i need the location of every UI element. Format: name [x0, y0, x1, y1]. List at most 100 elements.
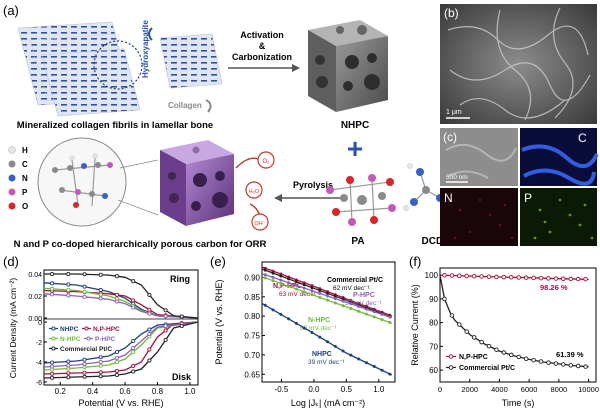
disk-marker-n-p-hpc: [82, 370, 87, 375]
orr-cycle: O₂ H₂O OH⁻: [235, 151, 275, 231]
tafel-marker-nhpc: [302, 326, 306, 330]
disk-marker-n-hpc: [82, 365, 87, 370]
o2-label: O₂: [263, 159, 271, 165]
tafel-marker-n-hpc: [302, 290, 306, 294]
end-value-np-hpc: 98.26 %: [540, 283, 568, 292]
tafel-marker-nhpc: [372, 365, 376, 369]
stability-marker-commercial-pt-c: [575, 363, 581, 369]
stability-marker-commercial-pt-c: [568, 363, 573, 368]
ring-marker-commercial-pt-c: [66, 271, 71, 277]
tafel-marker-commercial-pt-c: [318, 288, 322, 292]
disk-line-p-hpc: [43, 321, 199, 368]
series-label-p-hpc: P-HPC: [353, 292, 375, 299]
collagen-label: Collagen: [168, 101, 202, 110]
tafel-marker-n-hpc: [310, 293, 314, 297]
disk-marker-commercial-pt-c: [163, 337, 168, 343]
disk-marker-nhpc: [147, 327, 152, 332]
nhpc-cube: [308, 20, 388, 112]
disk-marker-p-hpc: [50, 364, 55, 369]
legend-label-f-commercial-pt-c: Commercial Pt/C: [459, 365, 515, 372]
tafel-marker-nhpc: [364, 361, 368, 365]
tafel-marker-commercial-pt-c: [271, 271, 275, 275]
ring-marker-nhpc: [98, 287, 103, 293]
oh-label: OH⁻: [254, 221, 265, 227]
tafel-marker-p-hpc: [364, 307, 368, 311]
x-tick-label-f: 2000: [461, 385, 478, 394]
stability-marker-n-p-hpc: [523, 275, 529, 280]
y-tick-label-e: 0.70: [244, 351, 260, 360]
tafel-marker-n-hpc: [287, 284, 291, 288]
disk-marker-commercial-pt-c: [82, 374, 87, 379]
panel-label-a: (a): [3, 3, 19, 18]
x-tick-label-d: 0.8: [152, 387, 164, 396]
y-axis-label-d: Current Density (mA cm⁻²): [8, 278, 18, 379]
legend-label-n-p-hpc: N,P-HPC: [93, 326, 120, 333]
legend-label-commercial-pt-c: Commercial Pt/C: [60, 346, 112, 353]
tafel-marker-n-hpc: [333, 301, 337, 305]
scale-label-b: 1 μm: [446, 109, 462, 116]
ring-marker-commercial-pt-c: [50, 271, 55, 277]
stability-marker-commercial-pt-c: [486, 343, 492, 349]
ring-y-tick-label: 0.00: [28, 316, 42, 323]
atom-c-label: C: [22, 160, 28, 169]
disk-marker-commercial-pt-c: [98, 374, 103, 379]
ring-marker-p-hpc: [66, 293, 71, 298]
disk-y-tick-label: 0: [38, 320, 42, 327]
pa-label: PA: [351, 236, 364, 247]
stability-marker-commercial-pt-c: [449, 313, 455, 318]
legend-label-f-n-p-hpc: N,P-HPC: [459, 354, 488, 361]
disk-marker-nhpc: [98, 355, 103, 360]
legend-marker-commercial-pt-c: [51, 346, 56, 351]
x-tick-label-d: 0.4: [87, 387, 99, 396]
x-tick-label-e: 0.0: [308, 385, 320, 394]
ring-marker-n-p-hpc: [131, 298, 136, 303]
ring-marker-commercial-pt-c: [163, 308, 168, 313]
chart-d: (d) 0.2 0.4 0.6 0.8 1.0 0.00 0.02 0.04 0 -2 -4 -6 Ri…: [3, 254, 199, 408]
tafel-marker-n-hpc: [380, 318, 384, 322]
stability-marker-commercial-pt-c: [471, 335, 477, 340]
tafel-marker-nhpc: [271, 308, 275, 312]
tafel-marker-commercial-pt-c: [263, 268, 267, 272]
stability-marker-commercial-pt-c: [457, 322, 462, 327]
atom-h: [8, 146, 16, 154]
x-tick-label-e: -0.5: [275, 385, 289, 394]
tafel-marker-commercial-pt-c: [294, 280, 298, 284]
ring-marker-p-hpc: [147, 311, 152, 316]
ring-marker-n-hpc: [98, 292, 103, 297]
tafel-marker-n-hpc: [326, 298, 330, 302]
pyrolysis-label: Pyrolysis: [293, 180, 333, 190]
ring-marker-commercial-pt-c: [147, 292, 152, 297]
stability-marker-commercial-pt-c: [531, 357, 536, 363]
disk-marker-nhpc: [66, 359, 71, 364]
map-p-label: P: [524, 191, 532, 205]
tafel-slope-nhpc: 39 mV dec⁻¹: [308, 359, 346, 366]
plot-frame-f: [439, 267, 597, 383]
legend-marker-p-hpc: [86, 336, 91, 341]
tafel-marker-p-hpc: [388, 315, 392, 319]
stability-marker-commercial-pt-c: [546, 360, 551, 365]
atom-n: [8, 174, 16, 182]
stability-marker-commercial-pt-c: [538, 359, 544, 364]
x-axis-label-d: Potential (V vs. RHE): [78, 398, 163, 408]
ring-marker-commercial-pt-c: [98, 272, 103, 277]
tafel-slope-p-hpc: 57 mV dec⁻¹: [345, 300, 383, 307]
map-n-label: N: [444, 191, 453, 205]
ring-marker-p-hpc: [98, 296, 103, 301]
activation-label: Activation: [240, 30, 284, 40]
stability-marker-n-p-hpc: [442, 273, 447, 278]
ring-y-tick-label: 0.04: [28, 272, 42, 279]
x-tick-label-f: 6000: [521, 385, 538, 394]
caption-np-hpc: N and P co-doped hierarchically porous c…: [14, 239, 267, 250]
disk-marker-n-hpc: [114, 359, 119, 365]
map-n: [440, 188, 518, 246]
disk-marker-p-hpc: [98, 359, 103, 365]
stability-marker-commercial-pt-c: [523, 356, 529, 361]
panel-label-b: (b): [444, 6, 459, 20]
tafel-marker-commercial-pt-c: [310, 286, 314, 290]
x-tick-label-e: 0.5: [341, 385, 353, 394]
stability-marker-n-p-hpc: [546, 276, 551, 281]
stability-line-commercial-pt-c: [439, 274, 589, 368]
legend-label-n-hpc: N-HPC: [60, 336, 81, 343]
stability-line-n-p-hpc: [439, 274, 589, 280]
tafel-marker-p-hpc: [271, 275, 275, 279]
